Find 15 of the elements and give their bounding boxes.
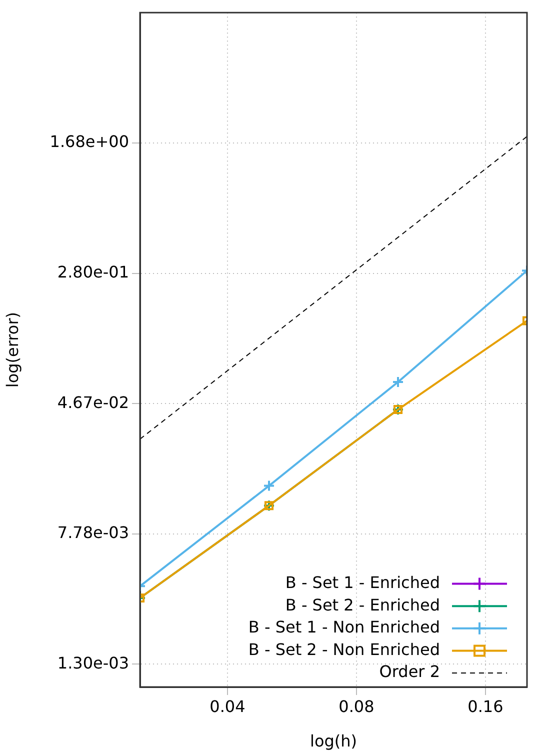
legend-label: B - Set 2 - Non Enriched [248,640,440,659]
x-tick-label: 0.08 [338,696,374,716]
y-axis-title: log(error) [2,312,22,388]
x-tick-label: 0.04 [210,696,246,716]
legend-label: B - Set 2 - Enriched [285,595,440,614]
y-tick-label: 4.67e-02 [57,392,129,412]
x-axis-title: log(h) [310,732,358,751]
x-tick-label: 0.16 [468,696,504,716]
legend-label: B - Set 1 - Non Enriched [248,618,440,637]
y-tick-label: 2.80e-01 [57,262,129,282]
legend-label: Order 2 [379,662,440,682]
y-tick-label: 1.30e-03 [57,653,129,672]
y-tick-label: 7.78e-03 [57,523,129,542]
y-tick-label: 1.68e+00 [50,132,129,152]
legend-label: B - Set 1 - Enriched [285,572,440,592]
